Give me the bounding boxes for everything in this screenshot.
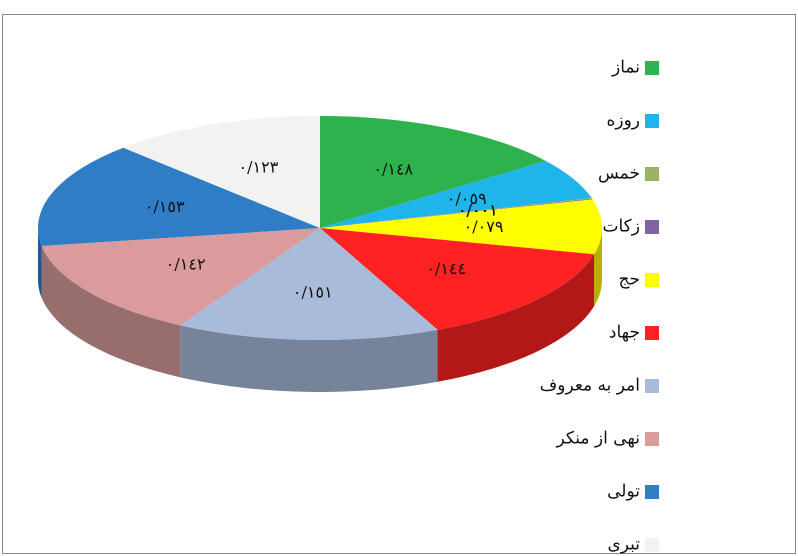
- legend-label: خمس: [598, 164, 640, 184]
- value-label: ٠/١٤٢: [166, 255, 206, 274]
- legend-label: جهاد: [609, 323, 640, 343]
- legend-label: زکات: [603, 217, 641, 237]
- chart: ٠/١٤٨٠/٠٥٩٠/٠٠١٠/٠٠١٠/٠٧٩٠/١٤٤٠/١٥١٠/١٤٢…: [0, 0, 798, 556]
- legend-swatch: [645, 485, 659, 499]
- legend-label: تبری: [607, 535, 640, 555]
- legend-label: تولی: [607, 482, 640, 502]
- value-label: ٠/١٤٨: [373, 159, 413, 178]
- legend-label: روزه: [606, 111, 640, 131]
- legend-swatch: [645, 432, 659, 446]
- value-label: ٠/١٥٣: [145, 197, 185, 216]
- legend-label: حج: [619, 270, 640, 290]
- legend-swatch: [645, 220, 659, 234]
- value-label: ٠/١٢٣: [239, 157, 279, 176]
- value-label: ٠/١٤٤: [426, 259, 466, 278]
- legend-swatch: [645, 538, 659, 552]
- legend-swatch: [645, 326, 659, 340]
- value-label: ٠/٠٧٩: [464, 217, 504, 236]
- pie: ٠/١٤٨٠/٠٥٩٠/٠٠١٠/٠٠١٠/٠٧٩٠/١٤٤٠/١٥١٠/١٤٢…: [38, 116, 602, 392]
- legend-swatch: [645, 273, 659, 287]
- legend-swatch: [645, 167, 659, 181]
- legend-swatch: [645, 114, 659, 128]
- value-label: ٠/١٥١: [293, 282, 333, 301]
- legend-label: نهی از منکر: [556, 429, 640, 449]
- legend-label: نماز: [611, 58, 640, 78]
- legend-swatch: [645, 61, 659, 75]
- legend-label: امر به معروف: [540, 376, 640, 396]
- legend-swatch: [645, 379, 659, 393]
